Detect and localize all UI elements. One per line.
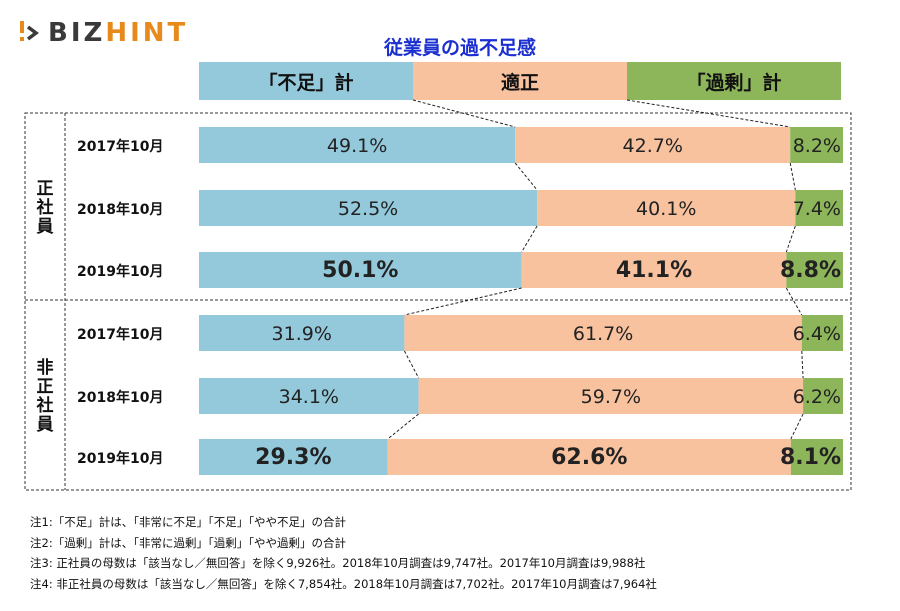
data-label: 8.8% [780, 258, 841, 283]
connector-line [785, 225, 796, 253]
connector-line [789, 162, 796, 191]
connector-line [790, 413, 804, 440]
bar-segment [790, 127, 843, 163]
row-label: 2018年10月 [77, 201, 163, 218]
data-label: 6.4% [793, 323, 841, 345]
bar-segment [418, 378, 804, 414]
connector-line [785, 287, 803, 316]
legend-excess: 「過剰」計 [627, 62, 841, 100]
data-label: 50.1% [322, 258, 398, 283]
bar-segment [199, 127, 516, 163]
bar-segment [790, 439, 843, 475]
data-label: 29.3% [255, 445, 331, 470]
connector-line [801, 350, 804, 379]
bar-segment [786, 252, 843, 288]
connector-line [521, 225, 538, 253]
chart-title: 従業員の過不足感 [383, 37, 536, 59]
bar-segment [803, 378, 843, 414]
bar-segment [537, 190, 796, 226]
row-label: 2017年10月 [77, 138, 163, 155]
bar-segment [199, 439, 388, 475]
bar-segment [795, 190, 843, 226]
bar-segment [199, 190, 538, 226]
data-label: 8.2% [793, 135, 841, 157]
data-label: 31.9% [272, 323, 332, 345]
row-label: 2019年10月 [77, 263, 163, 280]
bar-segment [515, 127, 791, 163]
logo-icon [20, 21, 39, 41]
data-label: 59.7% [581, 386, 641, 408]
data-label: 8.1% [780, 445, 841, 470]
bar-segment [404, 315, 802, 351]
note-2: 注2:「過剰」計は、「非常に過剰」「過剰」「やや過剰」の合計 [30, 535, 346, 550]
bar-segment [199, 315, 405, 351]
logo-text-accent: HINT [105, 18, 189, 48]
data-label: 34.1% [279, 386, 339, 408]
connector-line [387, 413, 419, 440]
data-label: 6.2% [793, 386, 841, 408]
data-label: 41.1% [616, 258, 692, 283]
frame-border [24, 112, 852, 491]
data-label: 61.7% [573, 323, 633, 345]
legend-shortage: 「不足」計 [199, 62, 413, 100]
note-1: 注1:「不足」計は、「非常に不足」「不足」「やや不足」の合計 [30, 515, 346, 529]
row-label: 2017年10月 [77, 326, 163, 343]
row-label: 2018年10月 [77, 389, 163, 406]
bizhint-logo: BIZHINT [18, 18, 188, 48]
bar-segment [801, 315, 843, 351]
group-label: 非正社員 [36, 357, 54, 435]
data-label: 40.1% [636, 198, 696, 220]
logo-text: BIZ [48, 18, 106, 48]
stacked-bar-chart: 正社員 2017年10月 49.1% 42.7% 8.2% 2018年10月 52.5% 40… [24, 99, 852, 491]
connector-line [404, 287, 522, 316]
connector-line [626, 99, 791, 128]
note-4: 注4: 非正社員の母数は「該当なし／無回答」を除く7,854社。2018年10月… [30, 576, 657, 591]
row-label: 2019年10月 [77, 450, 163, 467]
legend-appropriate: 適正 [413, 62, 627, 100]
data-label: 42.7% [623, 135, 683, 157]
bar-segment [387, 439, 791, 475]
connector-line [412, 99, 516, 128]
connector-line [403, 350, 420, 379]
footnotes: 注1:「不足」計は、「非常に不足」「不足」「やや不足」の合計 注2:「過剰」計は… [30, 512, 657, 594]
bar-segment [521, 252, 787, 288]
data-label: 62.6% [551, 445, 627, 470]
data-label: 7.4% [793, 198, 841, 220]
connector-line [514, 162, 538, 191]
bar-segment [199, 378, 419, 414]
data-label: 52.5% [338, 198, 398, 220]
bar-segment [199, 252, 522, 288]
group-label: 正社員 [36, 179, 54, 237]
data-label: 49.1% [327, 135, 387, 157]
note-3: 注3: 正社員の母数は「該当なし／無回答」を除く9,926社。2018年10月調… [30, 556, 646, 570]
